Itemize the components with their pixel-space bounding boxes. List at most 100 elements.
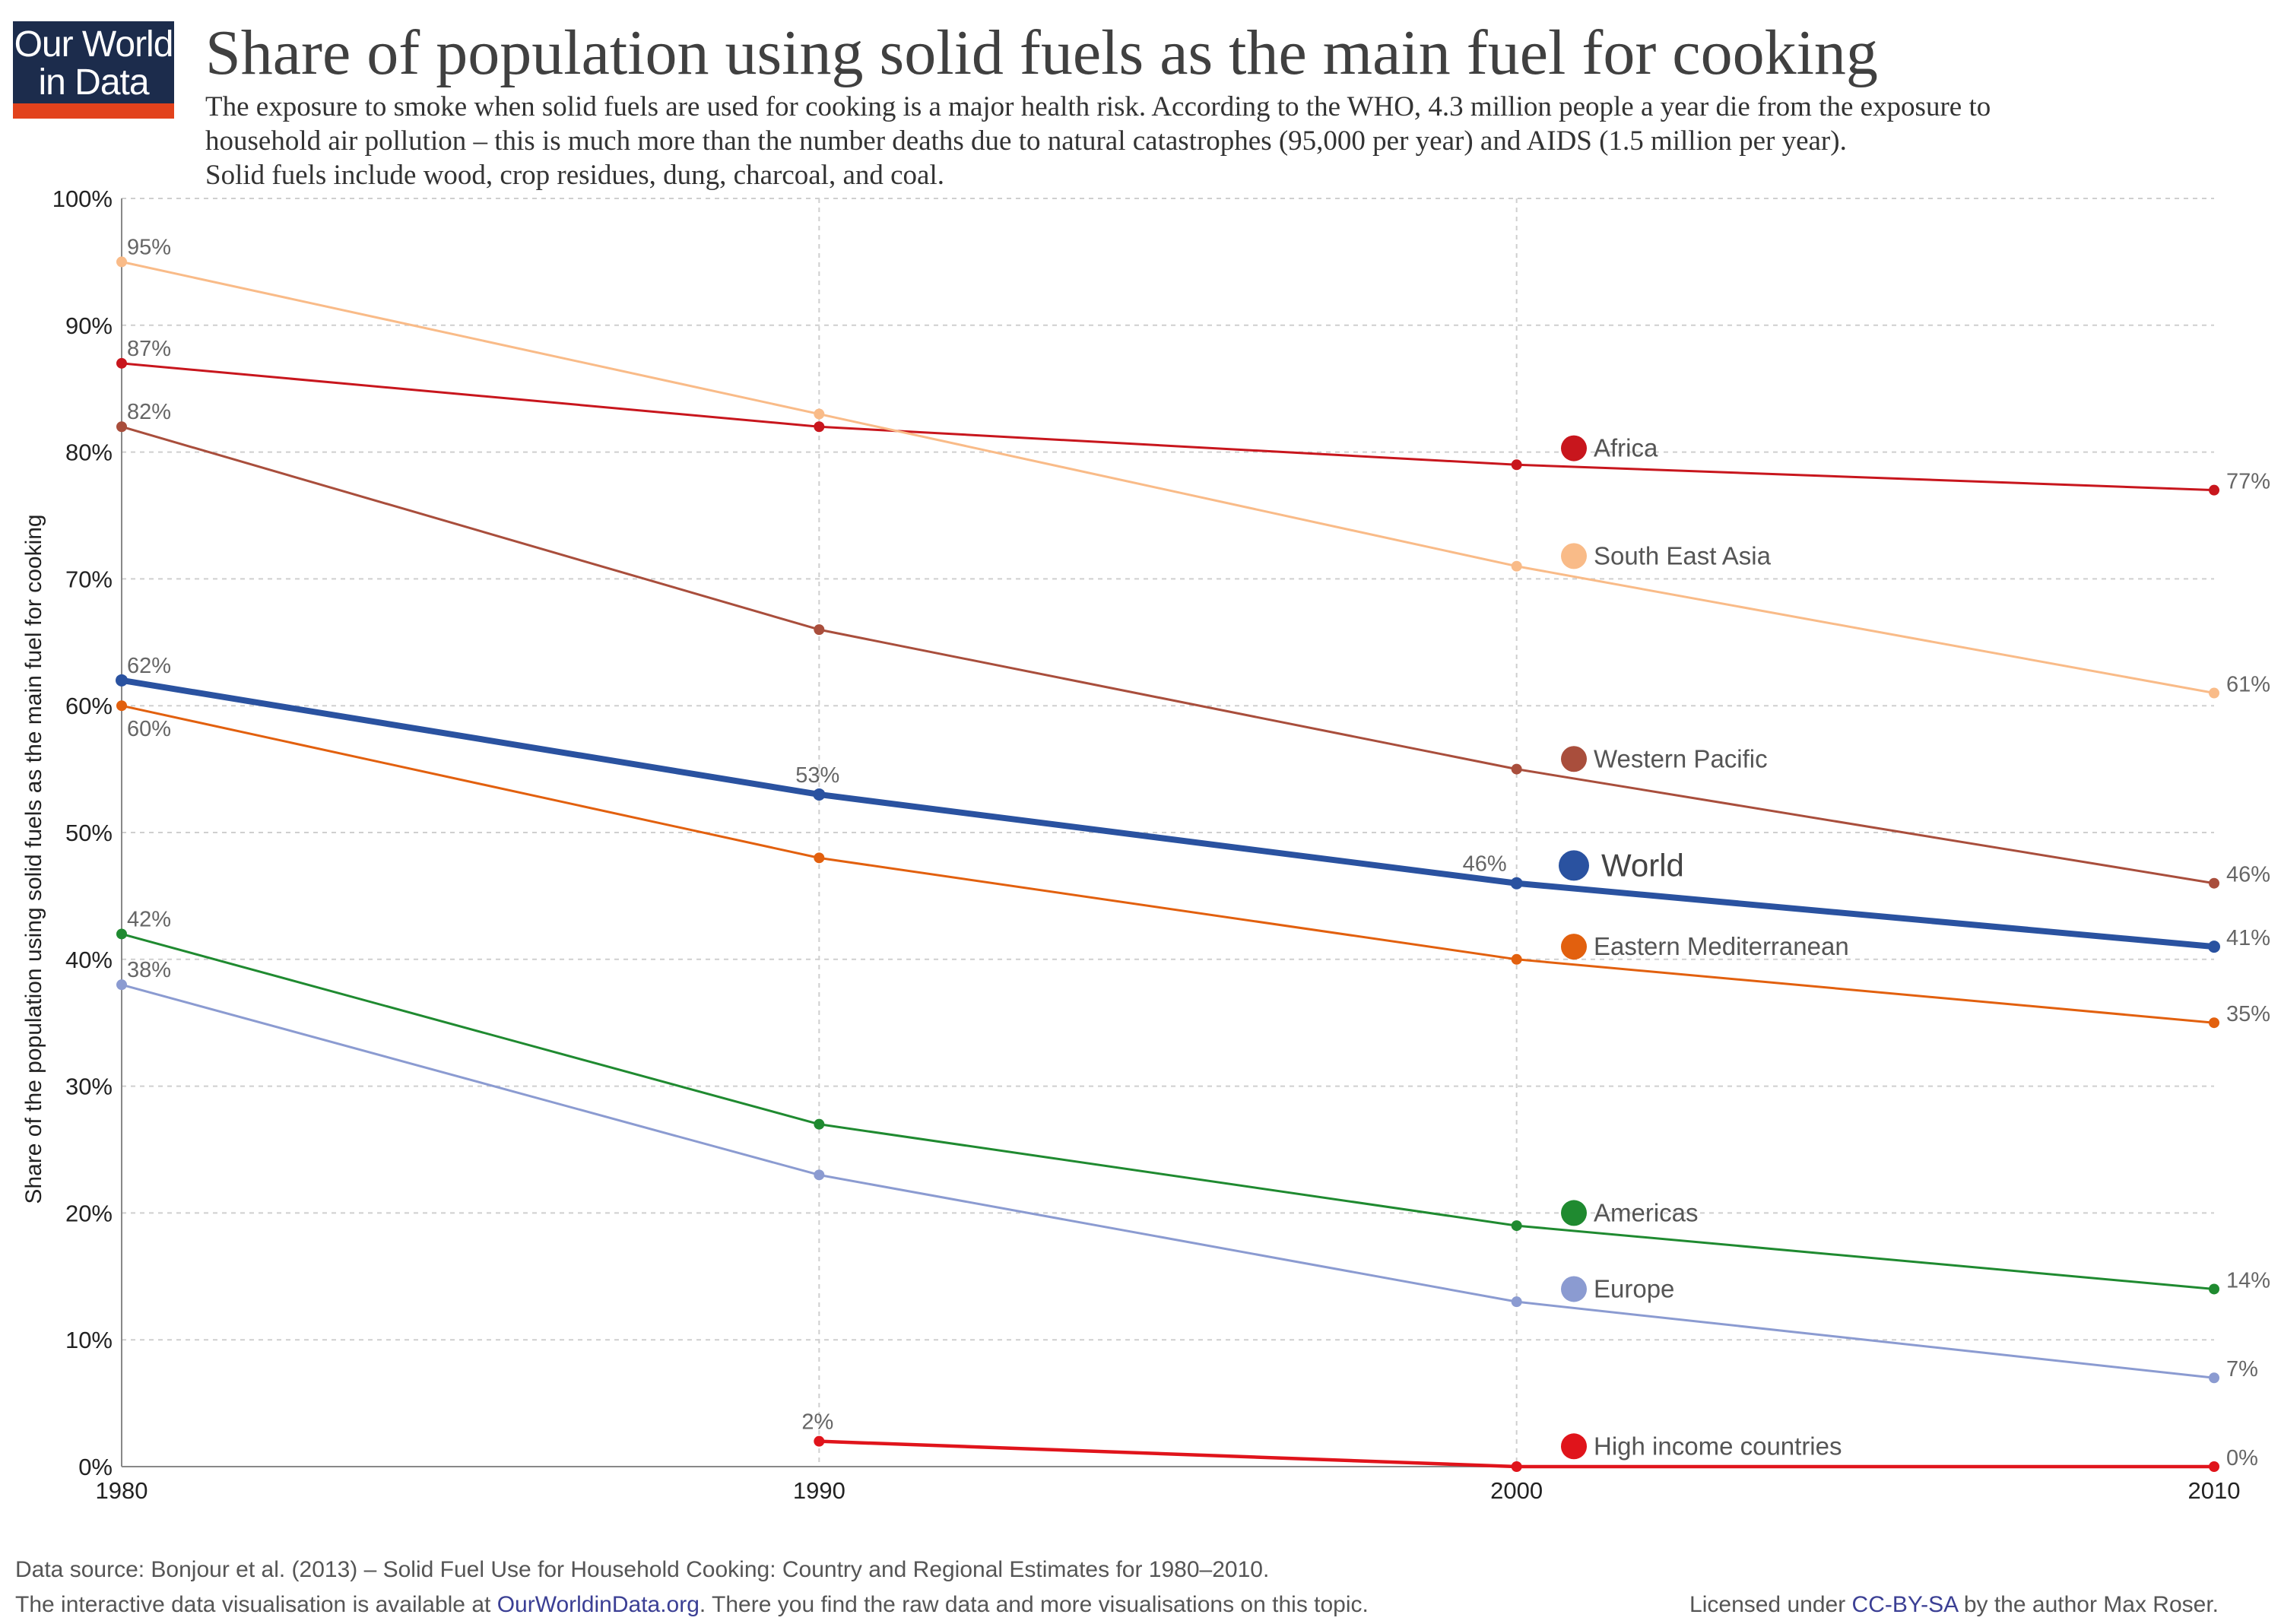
data-point bbox=[2209, 877, 2219, 889]
data-point bbox=[2209, 1283, 2219, 1295]
data-point bbox=[2209, 687, 2219, 699]
data-label: 0% bbox=[2226, 1446, 2258, 1470]
data-label: 61% bbox=[2226, 673, 2270, 697]
series-line bbox=[121, 362, 2215, 492]
x-tick-label: 1980 bbox=[96, 1477, 148, 1504]
y-axis-label: Share of the population using solid fuel… bbox=[21, 514, 46, 1204]
data-point bbox=[2208, 940, 2220, 953]
interactive-prefix: The interactive data visualisation is av… bbox=[15, 1592, 497, 1617]
data-point bbox=[814, 408, 825, 420]
y-tick-label: 0% bbox=[78, 1454, 113, 1480]
data-point bbox=[116, 357, 127, 369]
legend-marker bbox=[1561, 934, 1587, 960]
legend-label: Eastern Mediterranean bbox=[1594, 932, 1849, 960]
data-point bbox=[813, 788, 826, 801]
data-point bbox=[116, 256, 127, 268]
legend-marker bbox=[1561, 1200, 1587, 1226]
y-tick-label: 50% bbox=[65, 820, 113, 846]
subtitle-line-2: household air pollution – this is much m… bbox=[205, 125, 1847, 157]
legend-marker bbox=[1561, 746, 1587, 772]
data-point bbox=[1511, 560, 1522, 572]
x-tick-label: 2000 bbox=[1490, 1477, 1543, 1504]
series-line bbox=[121, 425, 2215, 885]
data-point bbox=[116, 674, 128, 687]
license-suffix: by the author Max Roser. bbox=[1957, 1592, 2219, 1617]
data-label: 42% bbox=[127, 907, 171, 931]
license-prefix: Licensed under bbox=[1689, 1592, 1852, 1617]
data-point bbox=[2209, 1017, 2219, 1029]
y-tick-label: 10% bbox=[65, 1327, 113, 1353]
data-point bbox=[814, 852, 825, 864]
data-label: 77% bbox=[2226, 470, 2270, 494]
legend-label: Western Pacific bbox=[1594, 744, 1768, 772]
data-label: 2% bbox=[801, 1410, 833, 1435]
y-tick-label: 70% bbox=[65, 566, 113, 592]
y-tick-label: 60% bbox=[65, 693, 113, 719]
data-label: 41% bbox=[2226, 926, 2270, 950]
legend-label: Europe bbox=[1594, 1274, 1674, 1302]
inline-legend: Africa South East Asia Western Pacific Worl… bbox=[1559, 434, 1849, 1460]
data-labels: 87% 77% 95% 61% 82% 46% 62% 53% 46% 41% 60% 35% 42% 1… bbox=[127, 235, 2270, 1470]
legend-label: Africa bbox=[1594, 434, 1658, 462]
data-point bbox=[2209, 484, 2219, 496]
data-point bbox=[116, 928, 127, 940]
chart-subtitle: The exposure to smoke when solid fuels a… bbox=[205, 90, 2258, 192]
y-tick-label: 90% bbox=[65, 312, 113, 339]
data-point bbox=[1511, 1296, 1522, 1308]
data-point bbox=[116, 700, 127, 712]
y-tick-label: 80% bbox=[65, 439, 113, 466]
data-point bbox=[1511, 1461, 1522, 1472]
y-tick-label: 20% bbox=[65, 1200, 113, 1226]
legend-marker bbox=[1561, 1276, 1587, 1302]
owid-link[interactable]: OurWorldinData.org bbox=[496, 1592, 700, 1617]
series-lines bbox=[116, 256, 2220, 1472]
data-point bbox=[116, 979, 127, 991]
series-line bbox=[121, 932, 2215, 1290]
data-point bbox=[814, 1435, 825, 1447]
series-line bbox=[121, 260, 2215, 694]
x-tick-label: 2010 bbox=[2188, 1477, 2241, 1504]
data-point bbox=[814, 1169, 825, 1181]
data-label: 87% bbox=[127, 337, 171, 361]
logo-line-2: in Data bbox=[38, 62, 149, 103]
data-label: 60% bbox=[127, 717, 171, 741]
x-tick-label: 1990 bbox=[793, 1477, 845, 1504]
data-point bbox=[814, 1118, 825, 1130]
data-point bbox=[1511, 953, 1522, 965]
data-point bbox=[1511, 1220, 1522, 1232]
data-point bbox=[2209, 1461, 2219, 1472]
subtitle-line-3: Solid fuels include wood, crop residues,… bbox=[205, 160, 945, 191]
interactive-suffix: . There you find the raw data and more v… bbox=[699, 1592, 1369, 1617]
data-point bbox=[1510, 877, 1523, 890]
y-tick-label: 40% bbox=[65, 947, 113, 973]
data-label: 14% bbox=[2226, 1268, 2270, 1293]
interactive-note: The interactive data visualisation is av… bbox=[15, 1592, 1369, 1618]
data-point bbox=[814, 421, 825, 433]
data-label: 46% bbox=[1463, 852, 1507, 877]
data-label: 38% bbox=[127, 958, 171, 982]
data-point bbox=[814, 624, 825, 636]
chart-title: Share of population using solid fuels as… bbox=[205, 17, 1878, 88]
series-line bbox=[121, 704, 2215, 1024]
legend-marker bbox=[1561, 435, 1587, 462]
owid-logo: Our World in Data bbox=[13, 21, 174, 119]
data-label: 82% bbox=[127, 400, 171, 424]
y-tick-label: 30% bbox=[65, 1074, 113, 1100]
data-label: 46% bbox=[2226, 863, 2270, 887]
legend-label: High income countries bbox=[1594, 1432, 1842, 1460]
series-line bbox=[121, 677, 2215, 950]
data-point bbox=[116, 421, 127, 433]
data-label: 53% bbox=[795, 763, 839, 788]
data-source: Data source: Bonjour et al. (2013) – Sol… bbox=[15, 1557, 1270, 1582]
license-link[interactable]: CC-BY-SA bbox=[1851, 1592, 1958, 1617]
legend-label: World bbox=[1601, 847, 1684, 883]
data-point bbox=[1511, 763, 1522, 775]
legend-label: Americas bbox=[1594, 1198, 1699, 1226]
legend-marker bbox=[1559, 850, 1589, 881]
axes: 0% 10% 20% 30% 40% 50% 60% 70% 80% 90% 100% 1980 199… bbox=[52, 186, 2241, 1504]
data-point bbox=[1511, 459, 1522, 471]
legend-marker bbox=[1561, 543, 1587, 569]
data-point bbox=[2209, 1372, 2219, 1384]
subtitle-line-1: The exposure to smoke when solid fuels a… bbox=[205, 91, 1991, 122]
